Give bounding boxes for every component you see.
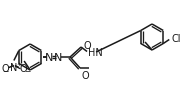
- Text: N: N: [10, 62, 17, 72]
- Text: −: −: [2, 67, 8, 76]
- Text: +: +: [16, 61, 22, 66]
- Text: N: N: [45, 53, 53, 62]
- Text: HN: HN: [88, 48, 103, 57]
- Text: O: O: [19, 64, 27, 74]
- Text: O: O: [83, 41, 91, 51]
- Text: Cl: Cl: [171, 34, 181, 44]
- Text: −: −: [24, 67, 31, 76]
- Text: O: O: [1, 64, 9, 74]
- Text: N: N: [54, 53, 62, 62]
- Text: O: O: [81, 70, 89, 80]
